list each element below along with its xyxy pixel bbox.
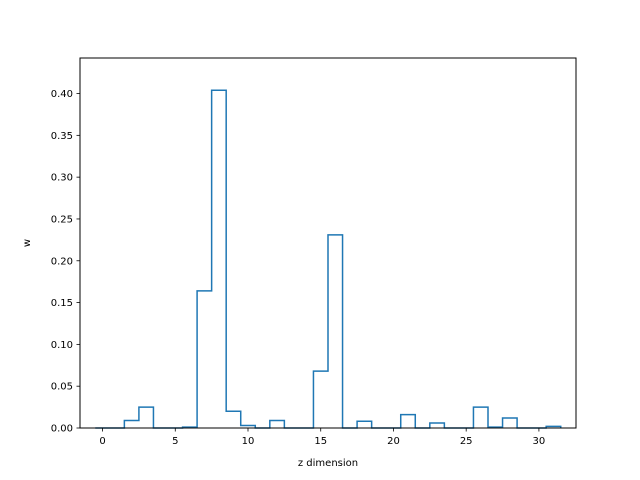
histogram-bin	[226, 411, 241, 428]
histogram-bin	[473, 407, 488, 428]
x-tick-label: 15	[314, 436, 327, 447]
x-tick-label: 25	[460, 436, 473, 447]
x-tick-label: 30	[533, 436, 546, 447]
histogram-bin	[328, 235, 343, 428]
histogram-bin	[313, 371, 328, 428]
y-tick-label: 0.05	[51, 382, 73, 393]
x-tick-label: 20	[387, 436, 400, 447]
histogram-bin	[124, 420, 139, 428]
histogram-bin	[401, 415, 416, 428]
y-tick-label: 0.35	[51, 131, 73, 142]
y-tick-label: 0.00	[51, 424, 73, 435]
y-tick-label: 0.25	[51, 214, 73, 225]
plot-layer	[95, 89, 562, 429]
y-tick-label: 0.20	[51, 256, 73, 267]
plot-frame	[79, 57, 577, 429]
y-tick-label: 0.15	[51, 298, 73, 309]
x-tick-label: 0	[99, 436, 105, 447]
y-tick-label: 0.40	[51, 89, 73, 100]
x-axis: 0 5 10 15 20 25 30	[99, 428, 545, 447]
histogram-bin	[503, 418, 518, 428]
histogram-bin	[357, 421, 372, 428]
x-tick-label: 10	[242, 436, 255, 447]
y-axis: 0.00 0.05 0.10 0.15 0.20 0.25 0.30 0.35 0.40	[51, 89, 80, 435]
histogram-bin	[270, 420, 285, 428]
histogram-bin	[139, 407, 154, 428]
histogram-bin	[430, 423, 445, 428]
x-tick-label: 5	[172, 436, 178, 447]
histogram-bin	[212, 90, 227, 428]
x-axis-label: z dimension	[298, 458, 358, 469]
y-tick-label: 0.30	[51, 173, 73, 184]
histogram-bin	[197, 291, 212, 428]
y-tick-label: 0.10	[51, 340, 73, 351]
y-axis-label: w	[22, 239, 33, 247]
histogram-step-line	[95, 89, 562, 429]
